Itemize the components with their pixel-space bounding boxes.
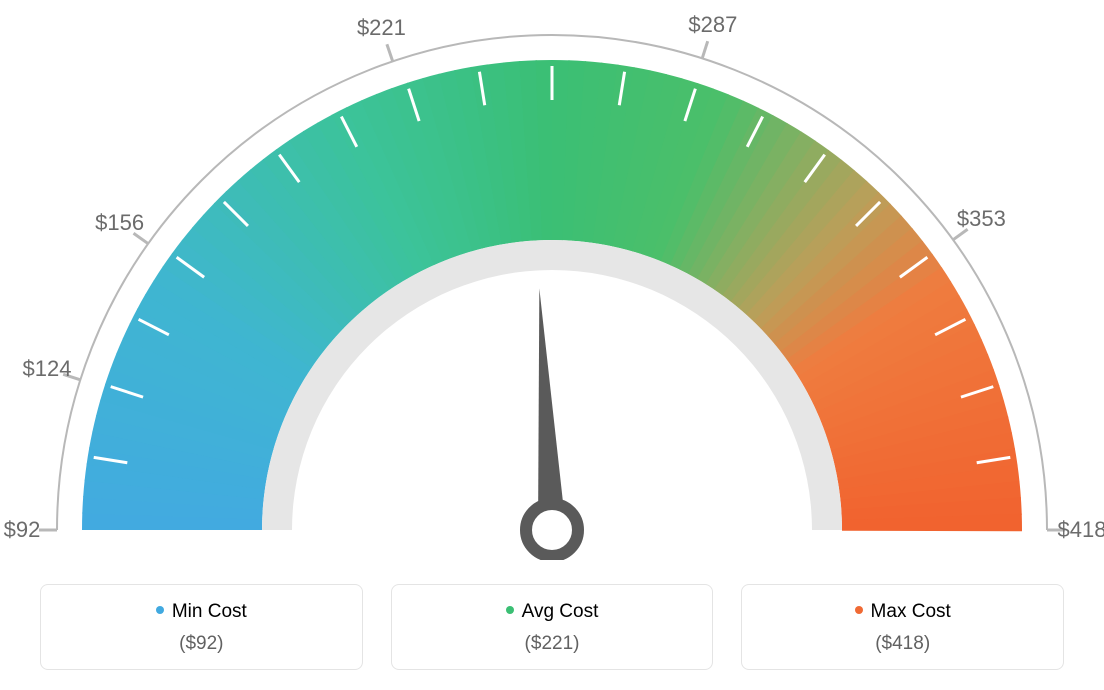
gauge-needle [538, 288, 566, 530]
legend-dot-avg [506, 606, 514, 614]
legend-card-max: Max Cost ($418) [741, 584, 1064, 670]
legend-value-min: ($92) [51, 633, 352, 655]
gauge-tick-label: $124 [23, 356, 72, 382]
legend-label-max: Max Cost [871, 601, 951, 622]
gauge-svg [0, 0, 1104, 560]
gauge-major-tick [702, 41, 707, 58]
gauge-tick-label: $92 [4, 517, 41, 543]
gauge-area: $92 $124 $156 $221 $287 $353 $418 [0, 0, 1104, 560]
legend-card-min: Min Cost ($92) [40, 584, 363, 670]
gauge-chart-container: $92 $124 $156 $221 $287 $353 $418 Min Cost ($9… [0, 0, 1104, 690]
legend-label-min: Min Cost [172, 601, 247, 622]
legend-title-min: Min Cost [51, 601, 352, 623]
legend-value-avg-text: ($221) [525, 633, 580, 654]
legend-title-avg: Avg Cost [402, 601, 703, 623]
legend-card-avg: Avg Cost ($221) [391, 584, 714, 670]
gauge-tick-label: $353 [957, 206, 1006, 232]
legend-value-avg: ($221) [402, 633, 703, 655]
gauge-tick-label: $287 [688, 12, 737, 38]
gauge-tick-label: $156 [95, 210, 144, 236]
legend-value-max-text: ($418) [875, 633, 930, 654]
legend-label-avg: Avg Cost [522, 601, 599, 622]
legend-value-min-text: ($92) [179, 633, 223, 654]
gauge-tick-label: $418 [1058, 517, 1104, 543]
legend-value-max: ($418) [752, 633, 1053, 655]
legend-dot-min [156, 606, 164, 614]
legend-title-max: Max Cost [752, 601, 1053, 623]
gauge-major-tick [387, 44, 393, 61]
gauge-needle-hub [526, 504, 578, 556]
legend-row: Min Cost ($92) Avg Cost ($221) Max Cost … [40, 584, 1064, 670]
legend-dot-max [855, 606, 863, 614]
gauge-tick-label: $221 [357, 15, 406, 41]
